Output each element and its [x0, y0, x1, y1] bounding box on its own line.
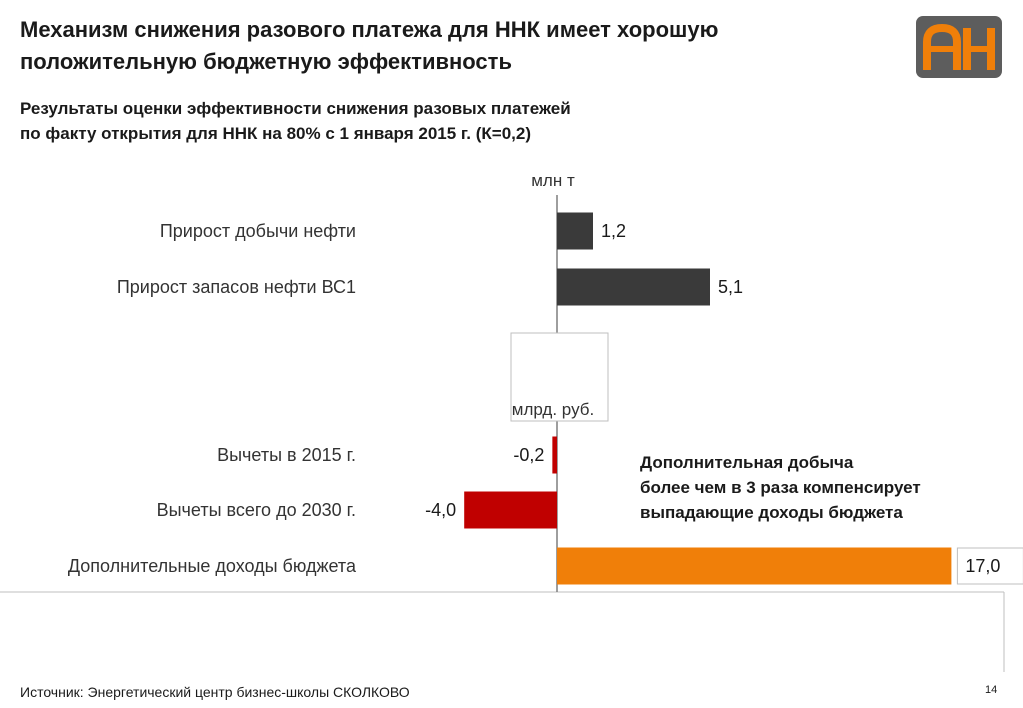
bars-group — [464, 212, 952, 585]
unit-label-mlrd-rub: млрд. руб. — [512, 400, 594, 419]
value-labels: 1,2 5,1 -0,2 -4,0 17,0 — [425, 221, 1023, 585]
annotation-line3: выпадающие доходы бюджета — [640, 503, 903, 522]
unit-label-mln-t: млн т — [531, 171, 575, 190]
bar-4 — [557, 547, 952, 585]
slide-title: Механизм снижения разового платежа для Н… — [20, 14, 900, 78]
annotation-line1: Дополнительная добыча — [640, 453, 854, 472]
category-label-4: Дополнительные доходы бюджета — [68, 556, 357, 576]
source-note: Источник: Энергетический центр бизнес-шк… — [20, 684, 410, 700]
chart-subtitle-line2: по факту открытия для ННК на 80% с 1 янв… — [20, 124, 531, 143]
value-label-2: -0,2 — [513, 445, 544, 465]
category-label-3: Вычеты всего до 2030 г. — [157, 500, 356, 520]
page-number: 14 — [985, 684, 998, 696]
value-label-0: 1,2 — [601, 221, 626, 241]
logo-glyph — [923, 23, 995, 70]
slide-title-line2: положительную бюджетную эффективность — [20, 49, 512, 74]
category-labels: Прирост добычи нефти Прирост запасов нефт… — [68, 221, 357, 576]
bar-1 — [557, 268, 710, 306]
slide-title-line1: Механизм снижения разового платежа для Н… — [20, 17, 719, 42]
annotation-line2: более чем в 3 раза компенсирует — [640, 478, 921, 497]
category-label-2: Вычеты в 2015 г. — [217, 445, 356, 465]
bar-0 — [557, 212, 593, 250]
bar-3 — [464, 491, 557, 529]
value-label-1: 5,1 — [718, 277, 743, 297]
bar-2 — [552, 436, 557, 474]
value-box-4 — [956, 547, 1023, 585]
chart-subtitle-line1: Результаты оценки эффективности снижения… — [20, 99, 571, 118]
value-label-3: -4,0 — [425, 500, 456, 520]
chart-subtitle: Результаты оценки эффективности снижения… — [20, 96, 780, 146]
brand-logo — [916, 16, 1002, 78]
annotation-callout: Дополнительная добыча более чем в 3 раза… — [640, 450, 1010, 525]
unit-box — [510, 332, 609, 422]
category-label-1: Прирост запасов нефти ВС1 — [117, 277, 356, 297]
value-label-4: 17,0 — [965, 556, 1000, 576]
category-label-0: Прирост добычи нефти — [160, 221, 356, 241]
